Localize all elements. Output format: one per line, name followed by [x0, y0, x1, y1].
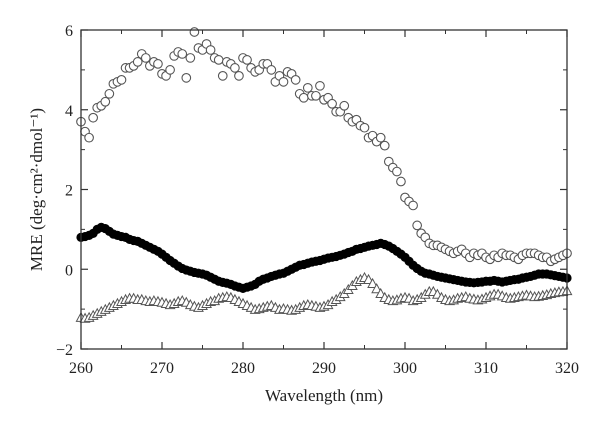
open-circle-point	[408, 200, 418, 211]
y-tick-label: 6	[65, 23, 73, 40]
axes: 260 270 280 290 300 310 320 −2 0 2 4 6	[56, 23, 579, 377]
series-open-triangle	[75, 271, 573, 323]
open-circle-point	[392, 166, 402, 177]
open-circle-point	[100, 96, 111, 107]
x-tick-label: 310	[474, 360, 498, 377]
open-circle-point	[327, 98, 337, 109]
open-circle-point	[165, 65, 175, 75]
open-circle-point	[278, 76, 289, 87]
open-circle-point	[116, 74, 127, 85]
open-triangle-point	[371, 283, 383, 294]
open-circle-point	[213, 55, 224, 65]
open-circle-point	[104, 88, 115, 99]
open-circle-point	[339, 100, 350, 111]
open-circle-point	[311, 90, 321, 101]
open-circle-point	[185, 53, 196, 63]
x-tick-label: 290	[312, 360, 336, 377]
open-circle-point	[242, 55, 252, 65]
y-tick-label: −2	[56, 342, 73, 359]
open-circle-point	[88, 112, 98, 123]
y-tick-label: 2	[65, 183, 73, 200]
x-tick-label: 300	[393, 360, 417, 377]
series-open-circle	[76, 27, 572, 267]
y-tick-label: 4	[65, 103, 73, 120]
open-circle-point	[290, 74, 301, 85]
x-tick-label: 270	[150, 360, 174, 377]
open-circle-point	[234, 71, 244, 81]
open-circle-point	[153, 59, 163, 69]
open-circle-point	[230, 63, 240, 73]
open-circle-point	[298, 92, 309, 103]
open-circle-point	[379, 140, 390, 151]
open-circle-point	[375, 132, 386, 143]
y-tick-label: 0	[65, 262, 73, 279]
data-markers	[75, 27, 573, 323]
open-circle-point	[412, 220, 423, 231]
open-circle-point	[266, 65, 277, 75]
open-circle-point	[177, 49, 188, 59]
x-tick-label: 280	[231, 360, 255, 377]
open-circle-point	[315, 80, 325, 91]
x-tick-label: 260	[69, 360, 93, 377]
open-circle-point	[132, 57, 143, 67]
open-circle-point	[189, 27, 200, 37]
x-tick-label: 320	[555, 360, 579, 377]
open-triangle-point	[367, 277, 379, 289]
open-circle-point	[181, 72, 192, 83]
open-circle-point	[302, 82, 313, 93]
open-circle-point	[205, 45, 216, 55]
open-circle-point	[217, 71, 228, 81]
x-axis-title: Wavelength (nm)	[265, 386, 383, 405]
open-circle-point	[140, 53, 151, 63]
open-circle-point	[396, 176, 406, 187]
open-circle-point	[359, 122, 370, 133]
series-filled-circle	[76, 222, 572, 293]
open-circle-point	[84, 132, 94, 143]
y-axis-title: MRE (deg·cm²·dmol⁻¹)	[27, 108, 46, 271]
